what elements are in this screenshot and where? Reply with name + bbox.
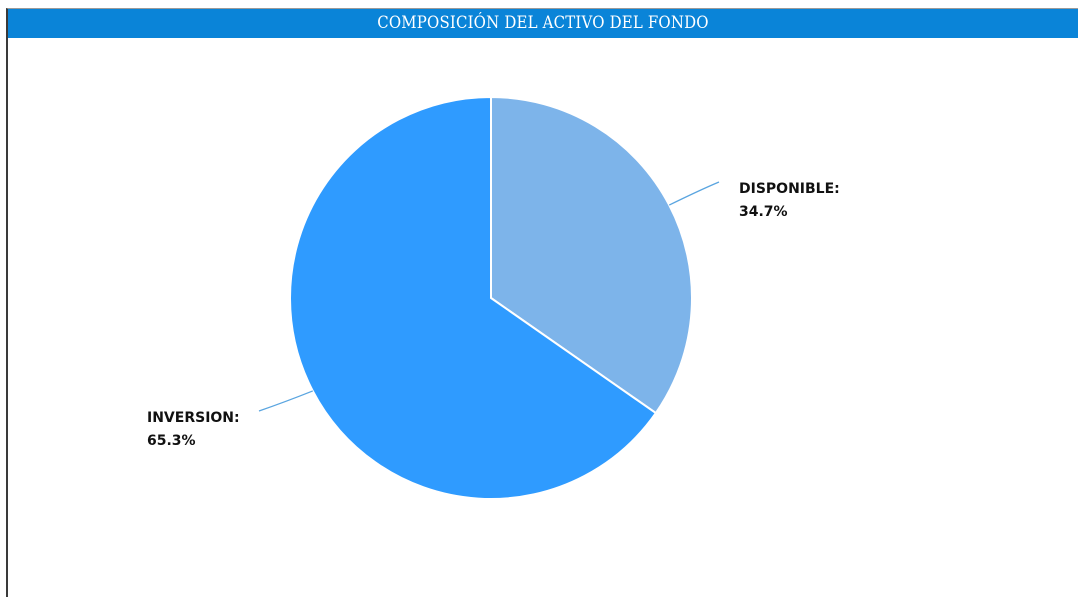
leader-line-disponible <box>668 181 720 206</box>
leader-line-inversion <box>258 390 314 412</box>
slice-value-disponible: 34.7% <box>739 204 788 220</box>
slice-label-inversion: INVERSION: <box>147 410 240 426</box>
pie-slice-disponible[interactable] <box>490 95 693 415</box>
pie-slices <box>289 95 693 500</box>
slice-value-inversion: 65.3% <box>147 433 196 449</box>
slice-label-disponible: DISPONIBLE: <box>739 181 840 197</box>
leader-lines <box>258 181 720 412</box>
chart-title: COMPOSICIÓN DEL ACTIVO DEL FONDO <box>72 9 1014 38</box>
